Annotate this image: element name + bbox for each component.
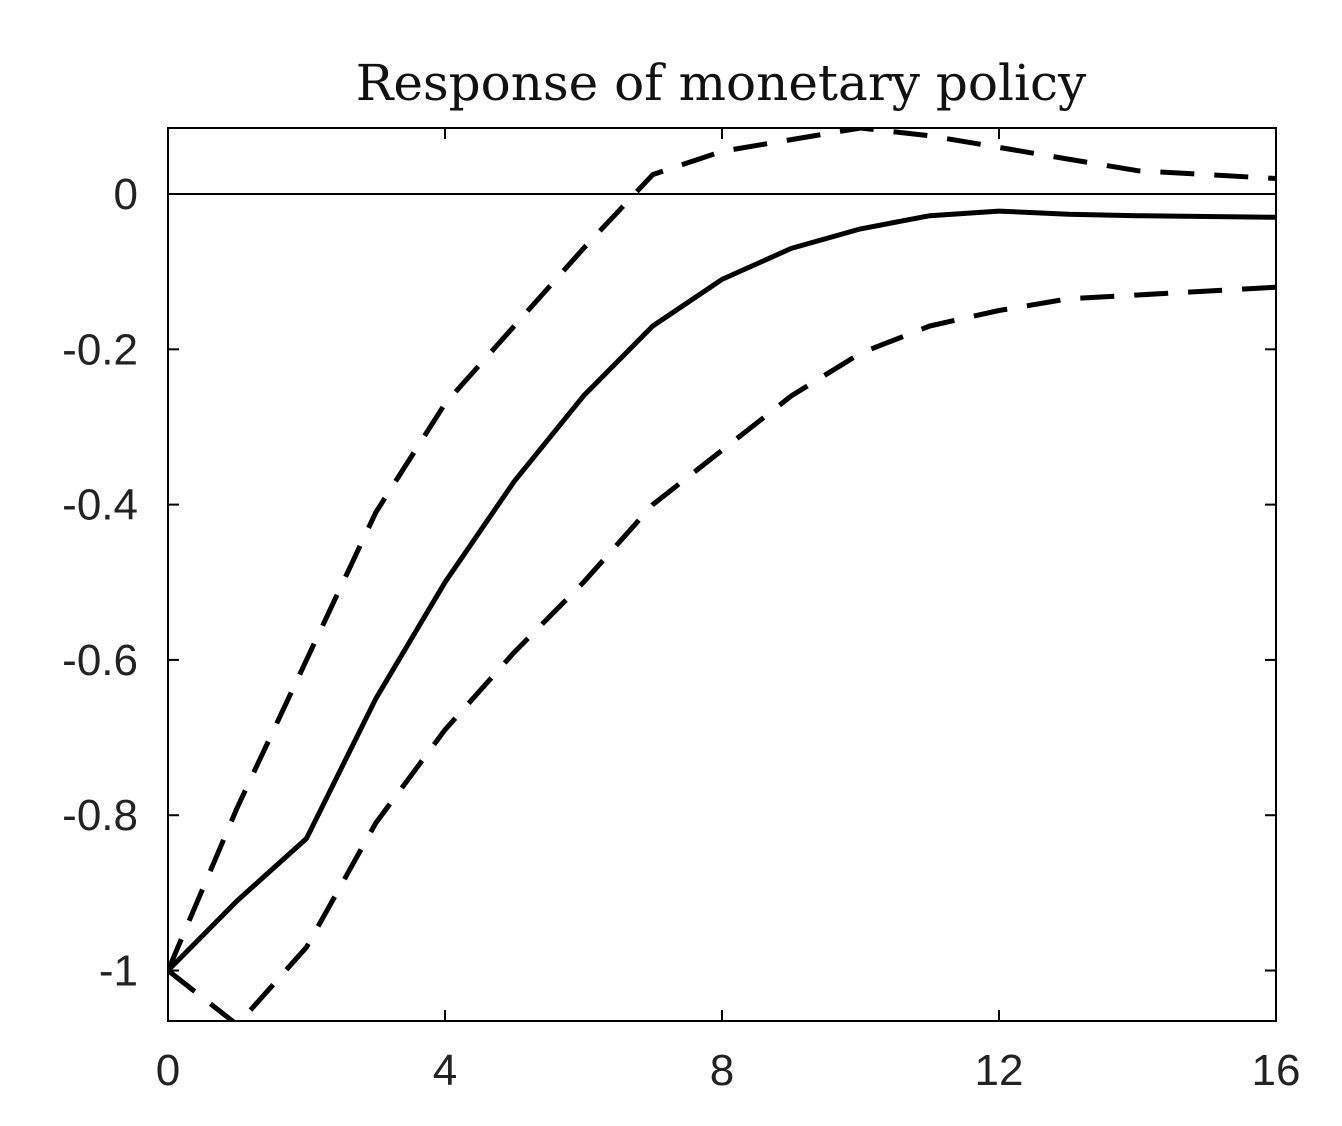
y-tick-label: -0.4 [62, 481, 138, 530]
x-tick-label: 4 [433, 1046, 457, 1095]
y-tick-label: -0.8 [62, 791, 138, 840]
x-tick-label: 0 [156, 1046, 180, 1095]
chart-title: Response of monetary policy [356, 54, 1087, 112]
solid-response-line [168, 208, 1276, 973]
axis-ticks [167, 128, 1277, 1021]
dashed-band-line-1 [168, 128, 1276, 972]
dashed-band-line-2 [168, 284, 1276, 1021]
x-tick-label: 8 [710, 1046, 734, 1095]
tick-labels: 0 4 8 12 16 0 -0.2 -0.4 -0.6 -0.8 -1 [62, 170, 1300, 1095]
plot-frame [167, 127, 1277, 1022]
y-tick-label: -1 [99, 947, 138, 996]
x-tick-label: 16 [1252, 1046, 1301, 1095]
y-tick-label: -0.6 [62, 636, 138, 685]
y-tick-label: -0.2 [62, 325, 138, 374]
x-tick-label: 12 [975, 1046, 1024, 1095]
series-lines [168, 128, 1276, 1021]
y-tick-label: 0 [114, 170, 138, 219]
